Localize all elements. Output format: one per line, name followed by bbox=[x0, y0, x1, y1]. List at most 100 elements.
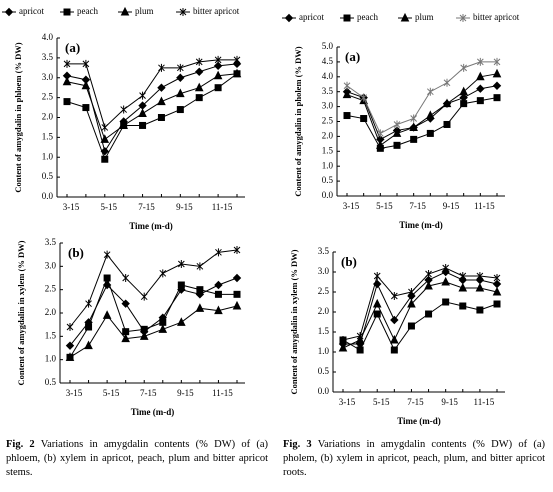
marker bbox=[459, 93, 468, 102]
marker bbox=[63, 59, 71, 68]
marker bbox=[102, 310, 112, 319]
marker bbox=[233, 290, 241, 298]
marker bbox=[342, 89, 352, 99]
y-tick-label: 3.5 bbox=[45, 237, 57, 247]
marker bbox=[343, 112, 351, 120]
marker bbox=[459, 302, 467, 310]
x-tick-label: 11-15 bbox=[212, 202, 233, 212]
series-line bbox=[67, 59, 237, 129]
x-axis-title: Time (m-d) bbox=[129, 221, 173, 231]
marker bbox=[356, 332, 364, 340]
x-axis-title: Time (m-d) bbox=[397, 416, 441, 426]
marker bbox=[232, 68, 242, 78]
marker bbox=[176, 106, 184, 114]
y-tick-label: 0.5 bbox=[318, 366, 330, 376]
y-tick-label: 3.0 bbox=[318, 266, 330, 276]
y-tick-label: 3.5 bbox=[42, 52, 54, 62]
series-line bbox=[66, 73, 238, 161]
y-tick-label: 2.5 bbox=[318, 286, 330, 296]
marker bbox=[120, 105, 128, 114]
marker bbox=[410, 114, 418, 123]
marker bbox=[442, 98, 452, 108]
series-line bbox=[346, 85, 498, 141]
marker bbox=[339, 336, 347, 344]
y-tick-label: 1.5 bbox=[42, 131, 54, 141]
marker bbox=[476, 57, 484, 66]
marker bbox=[476, 306, 484, 314]
marker bbox=[338, 342, 348, 352]
marker bbox=[214, 305, 223, 315]
marker bbox=[410, 135, 418, 143]
x-tick-label: 11-15 bbox=[474, 397, 495, 407]
y-tick-label: 4.0 bbox=[42, 32, 54, 42]
marker bbox=[214, 55, 222, 64]
panel-label: (b) bbox=[68, 245, 84, 260]
marker bbox=[82, 59, 90, 68]
panel-label: (b) bbox=[341, 254, 357, 269]
marker bbox=[100, 147, 109, 156]
figures: 0.0 0.5 1.0 1.5 2.0 2.5 3.0 3.5 4.0 3-15 5-15 7-15 9… bbox=[2, 6, 520, 426]
legend-label: apricot bbox=[19, 6, 44, 16]
y-axis-title: Content of amygdalin in xylem (% DW) bbox=[16, 240, 26, 385]
marker bbox=[459, 14, 467, 22]
series-line bbox=[346, 97, 498, 149]
series-line bbox=[66, 73, 238, 141]
y-tick-label: 1.0 bbox=[318, 346, 330, 356]
marker bbox=[442, 264, 450, 272]
marker bbox=[213, 70, 223, 80]
legend-label: bitter apricot bbox=[193, 6, 240, 16]
caption: Fig. 2 Variations in amygdalin contents (… bbox=[6, 438, 268, 480]
y-tick-label: 3.0 bbox=[42, 72, 54, 82]
y-tick-label: 2.5 bbox=[45, 284, 57, 294]
marker bbox=[492, 286, 502, 296]
series-line bbox=[346, 73, 498, 147]
marker bbox=[157, 114, 165, 121]
marker bbox=[409, 122, 418, 131]
marker bbox=[459, 272, 467, 280]
marker bbox=[390, 292, 398, 300]
legend-label: peach bbox=[357, 12, 378, 22]
x-tick-label: 9-15 bbox=[176, 202, 193, 212]
marker bbox=[343, 81, 351, 90]
series-line bbox=[342, 281, 498, 349]
marker bbox=[392, 128, 402, 137]
marker bbox=[177, 317, 186, 326]
marker bbox=[426, 110, 435, 120]
marker bbox=[82, 104, 90, 112]
legend-label: plum bbox=[135, 6, 154, 16]
x-tick-label: 7-15 bbox=[140, 388, 157, 398]
x-tick-label: 11-15 bbox=[474, 201, 495, 211]
marker bbox=[458, 282, 468, 292]
marker bbox=[195, 57, 203, 66]
y-tick-label: 4.5 bbox=[322, 56, 334, 66]
x-tick-label: 7-15 bbox=[409, 201, 426, 211]
marker bbox=[400, 12, 410, 22]
marker bbox=[493, 274, 501, 282]
marker bbox=[425, 270, 432, 278]
marker bbox=[158, 63, 165, 72]
marker bbox=[233, 246, 241, 254]
series-line bbox=[66, 63, 238, 153]
series-line bbox=[343, 271, 498, 345]
y-tick-label: 0.5 bbox=[322, 175, 334, 185]
marker bbox=[390, 315, 399, 325]
x-axis-title: Time (m-d) bbox=[131, 407, 175, 417]
marker bbox=[284, 13, 294, 23]
marker bbox=[176, 73, 185, 82]
marker bbox=[121, 333, 130, 343]
marker bbox=[103, 274, 111, 282]
x-tick-label: 3-15 bbox=[66, 388, 83, 398]
marker bbox=[493, 300, 501, 308]
series-line bbox=[69, 305, 238, 358]
marker bbox=[426, 87, 434, 96]
marker bbox=[424, 280, 433, 290]
marker bbox=[138, 108, 147, 118]
y-tick-label: 0.5 bbox=[42, 171, 54, 181]
y-tick-label: 0.0 bbox=[318, 386, 330, 396]
y-tick-label: 1.5 bbox=[322, 145, 334, 155]
marker bbox=[119, 120, 128, 129]
y-tick-label: 0.0 bbox=[42, 191, 54, 201]
series-line bbox=[69, 249, 238, 328]
caption-text: Variations in amygdalin contents (% DW) … bbox=[283, 439, 545, 478]
